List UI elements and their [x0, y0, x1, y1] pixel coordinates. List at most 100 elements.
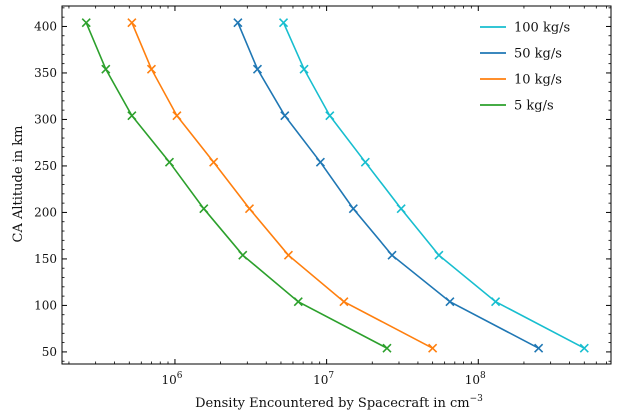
marker-stroke: [348, 204, 358, 214]
marker-stroke: [325, 111, 335, 121]
data-point: [382, 343, 392, 353]
marker-stroke: [278, 18, 289, 28]
y-tick-label: 250: [34, 159, 57, 173]
marker-stroke: [199, 204, 209, 214]
marker-stroke: [360, 157, 370, 167]
data-point: [238, 250, 248, 260]
marker-stroke: [445, 297, 455, 307]
x-tick-label-exponent: 7: [328, 371, 334, 381]
data-point: [278, 18, 289, 28]
data-point: [428, 343, 438, 353]
data-point: [127, 111, 137, 121]
marker-stroke: [490, 297, 501, 307]
marker-stroke: [299, 64, 309, 74]
marker-stroke: [579, 343, 589, 353]
data-point: [164, 157, 175, 167]
marker-stroke: [101, 64, 111, 74]
data-point: [360, 157, 370, 167]
data-point: [579, 343, 589, 353]
marker-stroke: [382, 343, 392, 353]
data-point: [315, 157, 325, 167]
plot-area: [81, 18, 589, 353]
plot-frame: [61, 5, 612, 365]
marker-stroke: [280, 111, 290, 121]
data-point: [387, 250, 397, 260]
y-tick-label: 100: [34, 298, 57, 312]
x-axis-label-exponent: −3: [470, 394, 484, 404]
legend-label: 5 kg/s: [514, 99, 554, 114]
marker-stroke: [146, 64, 157, 74]
data-point: [396, 204, 406, 214]
data-point: [244, 204, 255, 214]
data-point: [81, 18, 91, 28]
legend-entry: 50 kg/s: [480, 47, 562, 62]
data-point: [209, 157, 219, 167]
data-point: [434, 250, 444, 260]
marker-stroke: [81, 18, 91, 28]
data-point: [339, 297, 349, 307]
series-line: [85, 22, 388, 349]
x-axis-label: Density Encountered by Spacecraft in cm−…: [195, 394, 483, 411]
x-tick-label-base: 10: [313, 373, 328, 387]
marker-stroke: [387, 250, 397, 260]
y-tick-label: 150: [34, 252, 57, 266]
series-line: [131, 22, 433, 349]
x-tick-label-exponent: 8: [480, 371, 486, 381]
marker-stroke: [209, 157, 219, 167]
marker-stroke: [293, 297, 303, 307]
series-line: [282, 22, 585, 349]
data-point: [233, 18, 243, 28]
x-tick-label: 108: [465, 371, 486, 387]
data-point: [280, 111, 290, 121]
marker-stroke: [283, 250, 293, 260]
data-point: [101, 64, 111, 74]
marker-stroke: [428, 343, 438, 353]
series-line: [237, 22, 539, 349]
marker-stroke: [244, 204, 255, 214]
y-tick-label: 300: [34, 112, 57, 126]
y-tick-label: 50: [42, 345, 57, 359]
data-point: [252, 64, 263, 74]
marker-stroke: [238, 250, 248, 260]
data-point: [199, 204, 209, 214]
x-axis-label-text: Density Encountered by Spacecraft in cm: [195, 396, 469, 411]
data-point: [325, 111, 335, 121]
data-point: [293, 297, 303, 307]
legend-entry: 10 kg/s: [480, 73, 562, 88]
data-point: [299, 64, 309, 74]
marker-stroke: [434, 250, 444, 260]
marker-stroke: [164, 157, 175, 167]
x-tick-label-base: 10: [465, 373, 480, 387]
data-point: [172, 111, 182, 121]
x-tick-label-base: 10: [161, 373, 176, 387]
x-tick-label: 107: [313, 371, 334, 387]
x-tick-label-exponent: 6: [177, 371, 183, 381]
marker-stroke: [315, 157, 325, 167]
data-point: [534, 343, 544, 353]
legend-label: 100 kg/s: [514, 21, 570, 36]
data-point: [348, 204, 358, 214]
legend: 100 kg/s 50 kg/s 10 kg/s 5 kg/s: [480, 21, 570, 114]
marker-stroke: [172, 111, 182, 121]
marker-stroke: [339, 297, 349, 307]
legend-label: 10 kg/s: [514, 73, 562, 88]
marker-stroke: [396, 204, 406, 214]
x-tick-label: 106: [161, 371, 182, 387]
marker-stroke: [127, 18, 137, 28]
data-point: [490, 297, 501, 307]
marker-stroke: [127, 111, 137, 121]
y-tick-label: 200: [34, 205, 57, 219]
y-tick-label: 400: [34, 19, 57, 33]
data-point: [283, 250, 293, 260]
y-tick-label: 350: [34, 66, 57, 80]
data-point: [146, 64, 157, 74]
marker-stroke: [233, 18, 243, 28]
y-axis-label: CA Altitude in km: [11, 125, 26, 242]
marker-stroke: [252, 64, 263, 74]
legend-entry: 5 kg/s: [480, 99, 554, 114]
data-point: [127, 18, 137, 28]
legend-entry: 100 kg/s: [480, 21, 570, 36]
data-point: [445, 297, 455, 307]
